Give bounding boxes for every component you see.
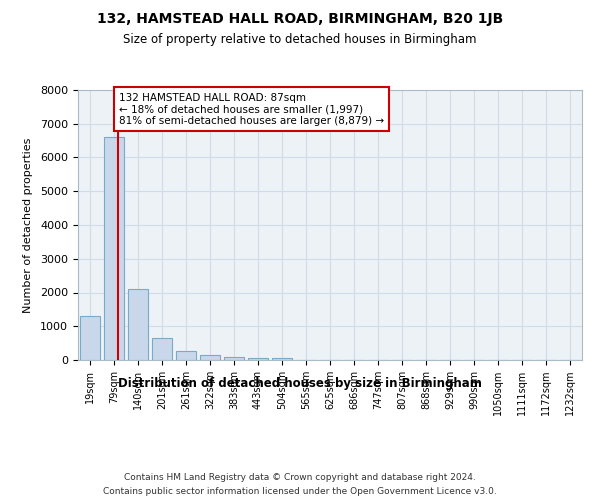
Bar [200, 355, 220, 360]
Bar [80, 316, 100, 360]
Bar [104, 137, 124, 360]
Bar [272, 358, 292, 360]
Bar [176, 350, 196, 360]
Text: Size of property relative to detached houses in Birmingham: Size of property relative to detached ho… [123, 32, 477, 46]
Bar [152, 338, 172, 360]
Text: 132, HAMSTEAD HALL ROAD, BIRMINGHAM, B20 1JB: 132, HAMSTEAD HALL ROAD, BIRMINGHAM, B20… [97, 12, 503, 26]
Bar [128, 289, 148, 360]
Text: Distribution of detached houses by size in Birmingham: Distribution of detached houses by size … [118, 378, 482, 390]
Bar [224, 357, 244, 360]
Text: Contains public sector information licensed under the Open Government Licence v3: Contains public sector information licen… [103, 488, 497, 496]
Bar [248, 358, 268, 360]
Text: Contains HM Land Registry data © Crown copyright and database right 2024.: Contains HM Land Registry data © Crown c… [124, 472, 476, 482]
Text: 132 HAMSTEAD HALL ROAD: 87sqm
← 18% of detached houses are smaller (1,997)
81% o: 132 HAMSTEAD HALL ROAD: 87sqm ← 18% of d… [119, 92, 384, 126]
Y-axis label: Number of detached properties: Number of detached properties [23, 138, 33, 312]
